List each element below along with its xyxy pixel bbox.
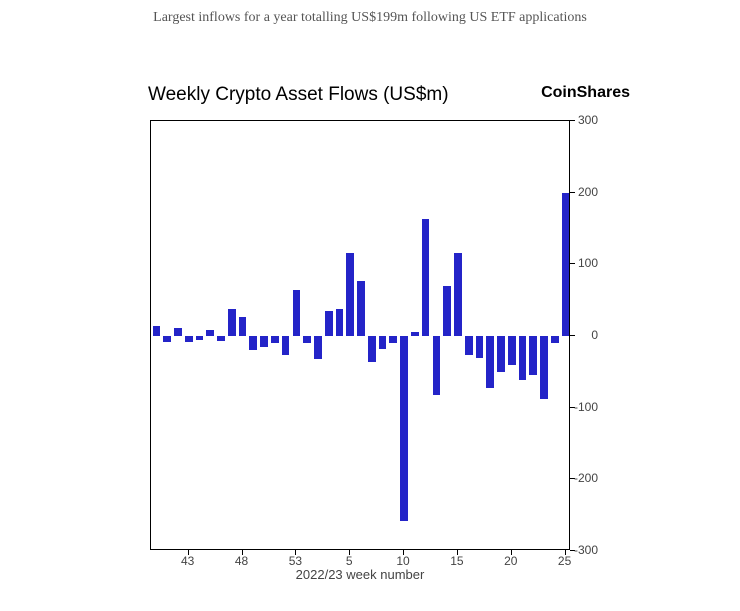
bar — [336, 309, 344, 336]
bar — [551, 336, 559, 343]
bar — [400, 336, 408, 521]
bar — [540, 336, 548, 399]
bar — [271, 336, 279, 343]
bar — [497, 336, 505, 372]
xtick-label: 53 — [289, 554, 302, 568]
bar — [519, 336, 527, 380]
bar — [325, 311, 333, 336]
ytick-label: 300 — [570, 113, 598, 127]
bar — [239, 317, 247, 336]
chart-title: Weekly Crypto Asset Flows (US$m) — [148, 84, 449, 106]
bar — [411, 332, 419, 336]
bar — [249, 336, 257, 350]
bar — [389, 336, 397, 343]
chart-card: Weekly Crypto Asset Flows (US$m) CoinSha… — [130, 70, 630, 590]
bar — [153, 326, 161, 336]
bar — [293, 290, 301, 336]
xtick-label: 15 — [450, 554, 463, 568]
bar — [486, 336, 494, 388]
bar — [529, 336, 537, 375]
bar — [476, 336, 484, 358]
bar — [260, 336, 268, 347]
xtick-label: 43 — [181, 554, 194, 568]
bar — [433, 336, 441, 395]
xtick-label: 10 — [396, 554, 409, 568]
bar — [303, 336, 311, 343]
xtick-label: 48 — [235, 554, 248, 568]
x-axis-label: 2022/23 week number — [150, 567, 570, 582]
bar — [185, 336, 193, 342]
bar — [422, 219, 430, 336]
ytick-label: -100 — [570, 400, 598, 414]
bar — [357, 281, 365, 336]
bar — [346, 253, 354, 336]
bar — [196, 336, 204, 340]
bar — [443, 286, 451, 336]
ytick-label: 100 — [570, 256, 598, 270]
xtick-label: 5 — [346, 554, 353, 568]
bar — [562, 193, 570, 336]
page-caption: Largest inflows for a year totalling US$… — [0, 10, 740, 26]
bar — [379, 336, 387, 349]
xtick-label: 20 — [504, 554, 517, 568]
ytick-label: -300 — [570, 543, 598, 557]
xtick-label: 25 — [558, 554, 571, 568]
bar — [282, 336, 290, 355]
brand-label: CoinShares — [541, 84, 630, 102]
chart-plot-area — [150, 120, 570, 550]
bar — [454, 253, 462, 336]
ytick-label: 200 — [570, 185, 598, 199]
bar — [465, 336, 473, 355]
bar — [206, 330, 214, 336]
bar — [163, 336, 171, 342]
bar — [174, 328, 182, 336]
ytick-label: 0 — [570, 328, 598, 342]
bar — [228, 309, 236, 336]
bar — [314, 336, 322, 359]
ytick-label: -200 — [570, 471, 598, 485]
bar — [508, 336, 516, 365]
bar — [217, 336, 225, 341]
bar — [368, 336, 376, 362]
